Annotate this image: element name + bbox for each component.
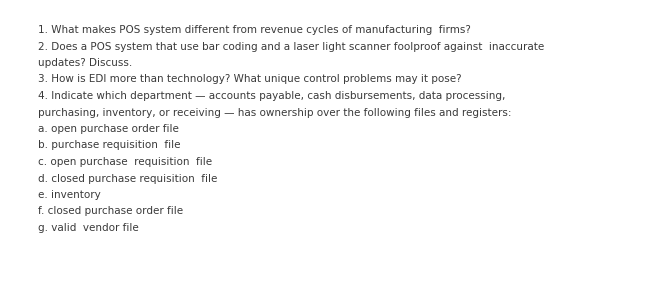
Text: b. purchase requisition  file: b. purchase requisition file	[38, 140, 181, 150]
Text: updates? Discuss.: updates? Discuss.	[38, 58, 132, 68]
Text: a. open purchase order file: a. open purchase order file	[38, 124, 179, 134]
Text: 3. How is EDI more than technology? What unique control problems may it pose?: 3. How is EDI more than technology? What…	[38, 75, 462, 84]
Text: 2. Does a POS system that use bar coding and a laser light scanner foolproof aga: 2. Does a POS system that use bar coding…	[38, 42, 544, 52]
Text: purchasing, inventory, or receiving — has ownership over the following files and: purchasing, inventory, or receiving — ha…	[38, 107, 511, 117]
Text: g. valid  vendor file: g. valid vendor file	[38, 223, 138, 233]
Text: e. inventory: e. inventory	[38, 190, 101, 200]
Text: 4. Indicate which department — accounts payable, cash disbursements, data proces: 4. Indicate which department — accounts …	[38, 91, 505, 101]
Text: f. closed purchase order file: f. closed purchase order file	[38, 206, 183, 217]
Text: d. closed purchase requisition  file: d. closed purchase requisition file	[38, 173, 217, 183]
Text: c. open purchase  requisition  file: c. open purchase requisition file	[38, 157, 212, 167]
Text: 1. What makes POS system different from revenue cycles of manufacturing  firms?: 1. What makes POS system different from …	[38, 25, 471, 35]
